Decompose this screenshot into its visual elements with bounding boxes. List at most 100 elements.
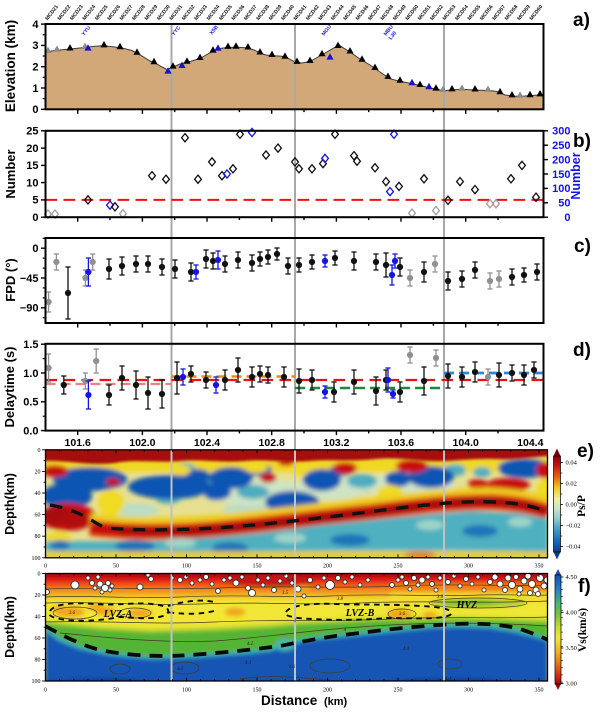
svg-text:0: 0 (38, 572, 41, 578)
svg-text:LVZ-A: LVZ-A (103, 609, 133, 620)
svg-text:200: 200 (323, 688, 332, 694)
svg-text:a): a) (573, 10, 590, 31)
svg-text:100: 100 (182, 564, 191, 570)
svg-text:0.04: 0.04 (566, 460, 578, 467)
svg-text:3.4: 3.4 (287, 578, 294, 583)
svg-text:104.4: 104.4 (517, 437, 543, 449)
svg-text:250: 250 (394, 564, 403, 570)
svg-text:−0.02: −0.02 (566, 523, 581, 530)
svg-text:Number: Number (569, 152, 583, 199)
svg-text:4.4: 4.4 (445, 677, 452, 682)
svg-text:3.6: 3.6 (69, 611, 76, 616)
svg-text:0: 0 (32, 104, 38, 116)
svg-text:3.5: 3.5 (282, 591, 289, 596)
svg-text:60: 60 (35, 636, 41, 642)
svg-text:15: 15 (26, 160, 38, 172)
svg-text:3.00: 3.00 (566, 681, 577, 688)
svg-text:2: 2 (32, 62, 38, 74)
svg-text:e): e) (577, 441, 594, 462)
svg-text:250: 250 (394, 688, 403, 694)
svg-text:40: 40 (35, 615, 41, 621)
svg-text:Ps/P: Ps/P (576, 495, 588, 517)
svg-text:3.8: 3.8 (337, 597, 344, 602)
svg-text:100: 100 (32, 556, 41, 562)
svg-text:3: 3 (32, 40, 38, 52)
svg-text:0.02: 0.02 (566, 481, 577, 488)
svg-text:50: 50 (113, 688, 119, 694)
svg-text:3.50: 3.50 (566, 645, 577, 652)
svg-text:102.8: 102.8 (259, 437, 285, 449)
svg-text:Vs(km/s): Vs(km/s) (577, 608, 589, 652)
svg-text:100: 100 (182, 688, 191, 694)
svg-text:HVZ: HVZ (456, 600, 478, 611)
svg-text:0.5: 0.5 (23, 397, 38, 409)
svg-text:4: 4 (32, 19, 39, 31)
svg-text:1: 1 (32, 83, 38, 95)
svg-text:200: 200 (552, 154, 570, 166)
svg-text:200: 200 (323, 564, 332, 570)
svg-text:f): f) (578, 576, 591, 597)
svg-text:0: 0 (38, 448, 41, 454)
svg-text:300: 300 (464, 688, 473, 694)
svg-text:L30: L30 (388, 30, 398, 41)
svg-text:5: 5 (32, 195, 38, 207)
svg-text:4.6: 4.6 (289, 665, 296, 670)
svg-text:FPD (°): FPD (°) (3, 258, 18, 301)
svg-text:c): c) (574, 236, 591, 257)
svg-text:100: 100 (552, 183, 570, 195)
svg-text:4.6: 4.6 (177, 667, 184, 672)
svg-text:50: 50 (113, 564, 119, 570)
svg-text:LVZ-B: LVZ-B (345, 608, 375, 619)
svg-text:4: 4 (294, 619, 297, 624)
svg-text:4.50: 4.50 (566, 574, 577, 581)
svg-text:Delaytime (s): Delaytime (s) (2, 347, 17, 428)
svg-text:(km): (km) (324, 696, 348, 708)
svg-text:4: 4 (344, 628, 347, 633)
svg-text:0: 0 (44, 564, 47, 570)
svg-text:1.0: 1.0 (23, 368, 38, 380)
svg-text:b): b) (573, 131, 591, 152)
svg-text:80: 80 (35, 658, 41, 664)
svg-text:d): d) (573, 340, 591, 361)
svg-text:20: 20 (26, 143, 38, 155)
svg-text:102.0: 102.0 (129, 437, 155, 449)
svg-text:300: 300 (552, 126, 570, 138)
svg-text:10: 10 (26, 177, 38, 189)
svg-text:150: 150 (253, 564, 262, 570)
svg-text:0: 0 (44, 688, 47, 694)
svg-text:Elevation (km): Elevation (km) (3, 20, 18, 112)
svg-text:0.0: 0.0 (23, 425, 38, 437)
svg-text:Number: Number (3, 149, 18, 198)
svg-text:4.4: 4.4 (403, 647, 410, 652)
svg-text:101.6: 101.6 (65, 437, 91, 449)
svg-text:3.8: 3.8 (437, 595, 444, 600)
svg-text:−90: −90 (20, 303, 39, 315)
svg-text:Distance: Distance (261, 693, 318, 708)
svg-text:−0.04: −0.04 (566, 544, 582, 551)
svg-text:350: 350 (535, 564, 544, 570)
svg-text:0.00: 0.00 (566, 502, 577, 509)
svg-text:350: 350 (535, 688, 544, 694)
svg-text:150: 150 (552, 169, 570, 181)
svg-text:100: 100 (32, 679, 41, 685)
svg-text:250: 250 (552, 140, 570, 152)
svg-text:4.00: 4.00 (566, 610, 577, 617)
svg-text:0: 0 (32, 243, 38, 255)
svg-text:3.6: 3.6 (399, 612, 406, 617)
svg-text:104.0: 104.0 (453, 437, 479, 449)
svg-text:1.5: 1.5 (23, 339, 38, 351)
svg-text:X5B: X5B (209, 24, 220, 36)
svg-text:Depth(km): Depth(km) (3, 596, 17, 658)
svg-text:80: 80 (35, 534, 41, 540)
svg-text:60: 60 (35, 513, 41, 519)
svg-text:−45: −45 (20, 273, 39, 285)
svg-text:102.4: 102.4 (194, 437, 220, 449)
svg-text:50: 50 (558, 198, 570, 210)
svg-text:103.6: 103.6 (388, 437, 414, 449)
svg-text:4.4: 4.4 (245, 661, 252, 666)
svg-text:20: 20 (35, 469, 41, 475)
svg-text:Depth(km): Depth(km) (3, 473, 17, 535)
svg-text:150: 150 (253, 688, 262, 694)
svg-text:YYC: YYC (171, 25, 182, 37)
svg-text:YYU: YYU (81, 25, 92, 37)
